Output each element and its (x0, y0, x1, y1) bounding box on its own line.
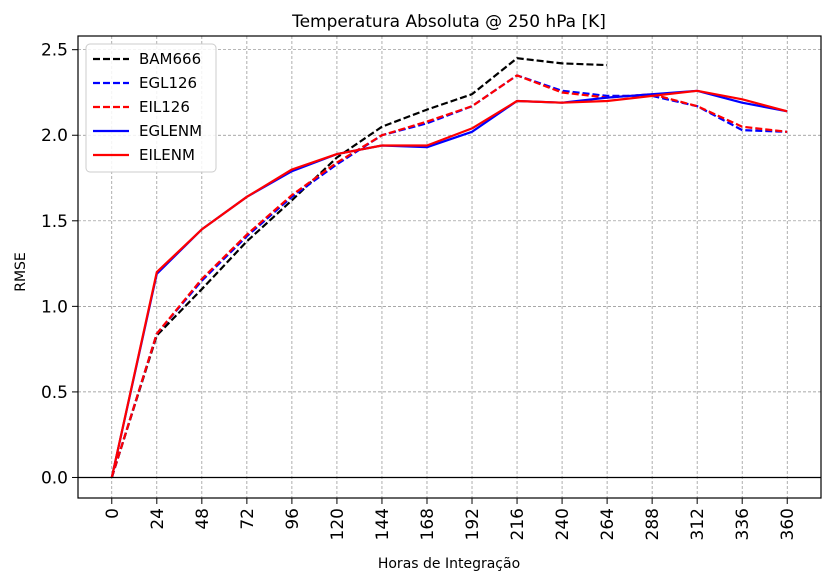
x-tick-label: 264 (598, 508, 618, 540)
y-tick-label: 0.5 (41, 383, 68, 403)
axis-ticks: 0 24 48 72 96 120 144 168 192 216 240 264 288 312 336 3… (41, 41, 798, 541)
y-tick-label: 2.5 (41, 41, 68, 61)
x-tick-label: 288 (643, 508, 663, 540)
x-tick-label: 240 (553, 508, 573, 540)
x-tick-label: 72 (238, 508, 258, 530)
series-line-bam666 (110, 57, 608, 478)
legend-label: EGL126 (139, 74, 197, 92)
y-tick-label: 1.0 (41, 297, 68, 317)
x-tick-label: 168 (418, 508, 438, 540)
x-tick-label: 120 (328, 508, 348, 540)
series-lines (110, 57, 788, 478)
series-line-eilenm (110, 89, 788, 478)
legend-label: EGLENM (139, 122, 202, 140)
chart-title: Temperatura Absoluta @ 250 hPa [K] (291, 12, 606, 32)
legend-box (85, 43, 217, 173)
x-tick-label: 96 (283, 508, 303, 530)
x-tick-label: 24 (148, 508, 168, 530)
x-tick-label: 144 (373, 508, 393, 540)
plot-frame (77, 35, 822, 499)
legend-label: EILENM (139, 146, 195, 164)
x-axis-label: Horas de Integração (378, 556, 520, 572)
x-tick-label: 0 (103, 508, 123, 519)
y-axis-label: RMSE (13, 252, 29, 292)
x-tick-label: 360 (778, 508, 798, 540)
y-tick-label: 0.0 (41, 468, 68, 488)
x-tick-label: 336 (733, 508, 753, 540)
legend: BAM666 EGL126 EIL126 EGLENM EILENM (85, 43, 217, 173)
y-tick-label: 2.0 (41, 126, 68, 146)
x-tick-label: 48 (193, 508, 213, 530)
series-line-eil126 (110, 74, 788, 478)
legend-label: EIL126 (139, 98, 190, 116)
legend-label: BAM666 (139, 50, 201, 68)
x-tick-label: 216 (508, 508, 528, 540)
y-tick-label: 1.5 (41, 212, 68, 232)
x-tick-label: 192 (463, 508, 483, 540)
x-tick-label: 312 (688, 508, 708, 540)
